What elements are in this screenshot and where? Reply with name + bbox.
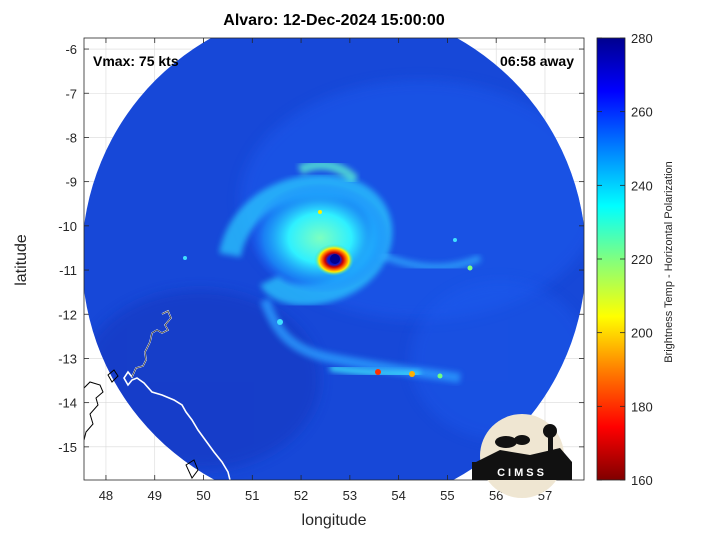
x-tick-label: 49 xyxy=(147,488,161,503)
x-tick-label: 51 xyxy=(245,488,259,503)
colorbar-tick-label: 200 xyxy=(631,326,653,341)
time-away-label: 06:58 away xyxy=(500,53,574,69)
y-tick-label: -6 xyxy=(65,42,77,57)
colorbar-tick-label: 240 xyxy=(631,178,653,193)
colorbar-label: Brightness Temp - Horizontal Polarizatio… xyxy=(663,161,675,363)
y-tick-label: -10 xyxy=(58,219,77,234)
x-tick-label: 54 xyxy=(391,488,405,503)
cimss-logo: CIMSS xyxy=(472,414,572,498)
y-tick-label: -15 xyxy=(58,440,77,455)
x-tick-label: 50 xyxy=(196,488,210,503)
x-tick-label: 48 xyxy=(99,488,113,503)
y-tick-label: -14 xyxy=(58,396,77,411)
x-tick-label: 55 xyxy=(440,488,454,503)
y-tick-label: -8 xyxy=(65,130,77,145)
x-tick-label: 53 xyxy=(343,488,357,503)
chart-title: Alvaro: 12-Dec-2024 15:00:00 xyxy=(223,12,445,29)
vmax-label: Vmax: 75 kts xyxy=(93,53,179,69)
colorbar-ticks: 280 260 240 220 200 180 160 xyxy=(597,31,653,488)
y-tick-label: -9 xyxy=(65,175,77,190)
y-axis-label: latitude xyxy=(13,234,30,286)
y-axis: -6 -7 -8 -9 -10 -11 -12 -13 -14 -15 xyxy=(58,42,584,455)
colorbar-tick-label: 160 xyxy=(631,473,653,488)
y-tick-label: -7 xyxy=(65,86,77,101)
colorbar-tick-label: 260 xyxy=(631,105,653,120)
y-tick-label: -11 xyxy=(59,263,77,278)
plot-frame xyxy=(83,37,585,481)
x-tick-label: 52 xyxy=(294,488,308,503)
colorbar-tick-label: 280 xyxy=(631,31,653,46)
x-axis: 48 49 50 51 52 53 54 55 56 57 xyxy=(99,38,552,503)
logo-text: CIMSS xyxy=(497,467,547,479)
x-tick-label: 56 xyxy=(489,488,503,503)
y-tick-label: -13 xyxy=(58,351,77,366)
y-tick-label: -12 xyxy=(58,307,77,322)
colorbar-tick-label: 220 xyxy=(631,252,653,267)
colorbar-tick-label: 180 xyxy=(631,399,653,414)
x-axis-label: longitude xyxy=(301,512,367,529)
